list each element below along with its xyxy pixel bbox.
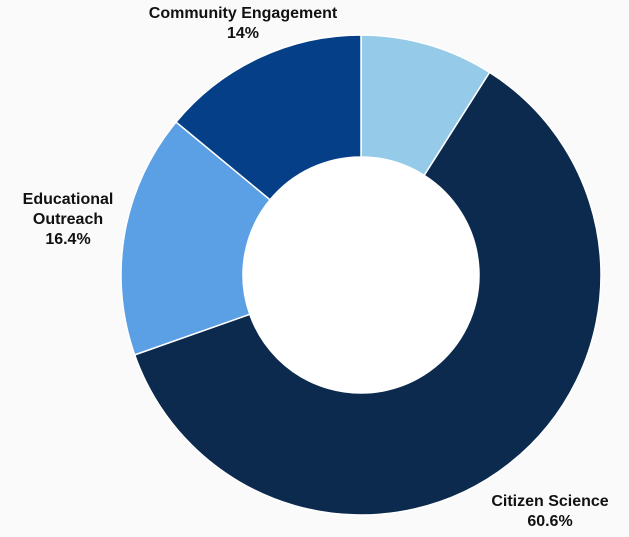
slice-label: Educational Outreach 16.4% <box>13 190 123 250</box>
donut-hole <box>243 157 479 393</box>
value-label: 14% <box>226 25 260 42</box>
slice-label: Citizen Science 60.6% <box>491 492 608 532</box>
value-label: 16.4% <box>45 231 91 248</box>
slice-label: Community Engagement 14% <box>149 4 337 44</box>
category-label: Educational Outreach <box>22 191 114 228</box>
category-label: Citizen Science <box>491 493 609 510</box>
value-label: 60.6% <box>527 513 573 530</box>
category-label: Community Engagement <box>148 5 338 22</box>
